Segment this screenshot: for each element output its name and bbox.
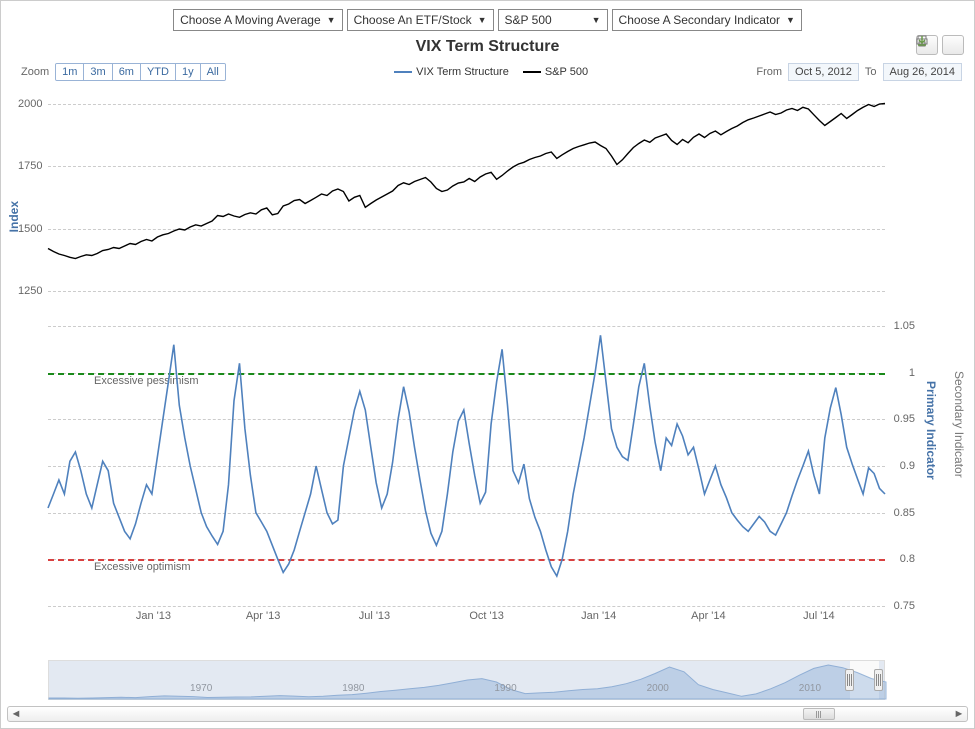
scroll-right-button[interactable]: ► [951,707,967,721]
scrollbar[interactable]: ◄ ► [7,706,968,722]
moving-average-label: Choose A Moving Average [180,13,321,27]
vix-term-structure-line [48,335,885,576]
date-range: From Oct 5, 2012 To Aug 26, 2014 [756,63,962,81]
zoom-label: Zoom [21,66,49,78]
legend-item: VIX Term Structure [394,66,509,78]
etf-stock-label: Choose An ETF/Stock [354,13,472,27]
caret-icon: ▼ [786,15,795,25]
dropdown-bar: Choose A Moving Average ▼ Choose An ETF/S… [9,7,966,35]
y-axis-title-right-primary: Primary Indicator [924,381,938,480]
caret-icon: ▼ [327,15,336,25]
download-icon [916,35,928,47]
nav-handle-right[interactable] [874,669,883,691]
y-tick-bottom: 0.95 [894,413,915,425]
zoom-ytd-button[interactable]: YTD [141,64,176,80]
to-label: To [865,66,877,78]
y-tick-bottom: 0.8 [900,553,915,565]
navigator[interactable]: 19701980199020002010 [48,660,885,700]
scroll-track[interactable] [24,707,951,721]
y-tick-bottom: 1.05 [894,320,915,332]
y-tick-top: 1500 [18,223,42,235]
nav-handle-left[interactable] [845,669,854,691]
x-tick: Oct '13 [469,610,504,622]
zoom-6m-button[interactable]: 6m [113,64,141,80]
caret-icon: ▼ [592,15,601,25]
from-label: From [756,66,782,78]
benchmark-label: S&P 500 [505,13,552,27]
etf-stock-dropdown[interactable]: Choose An ETF/Stock ▼ [347,9,494,31]
zoom-all-button[interactable]: All [201,64,225,80]
from-date-input[interactable]: Oct 5, 2012 [788,63,859,81]
benchmark-dropdown[interactable]: S&P 500 ▼ [498,9,608,31]
controls-row: Zoom 1m3m6mYTD1yAll VIX Term Structure S&… [9,61,966,83]
chart-title: VIX Term Structure [9,35,966,59]
x-tick: Apr '14 [691,610,726,622]
zoom-1y-button[interactable]: 1y [176,64,201,80]
y-tick-top: 1250 [18,285,42,297]
x-tick: Jul '13 [359,610,390,622]
x-tick: Jan '14 [581,610,616,622]
y-tick-bottom: 0.9 [900,460,915,472]
y-tick-bottom: 0.75 [894,600,915,612]
to-date-input[interactable]: Aug 26, 2014 [883,63,962,81]
legend: VIX Term Structure S&P 500 [226,66,757,78]
moving-average-dropdown[interactable]: Choose A Moving Average ▼ [173,9,342,31]
y-tick-bottom: 1 [909,367,915,379]
x-tick: Jul '14 [803,610,834,622]
x-tick: Apr '13 [246,610,281,622]
y-tick-top: 2000 [18,98,42,110]
zoom-3m-button[interactable]: 3m [84,64,112,80]
scroll-thumb[interactable] [803,708,835,720]
y-tick-top: 1750 [18,160,42,172]
chart-container: Choose A Moving Average ▼ Choose An ETF/S… [0,0,975,729]
plot-area: 12501500175020000.750.80.850.90.9511.05E… [48,91,885,606]
download-button[interactable] [942,35,964,55]
title-row: VIX Term Structure [9,35,966,59]
sp500-line [48,104,885,259]
secondary-indicator-label: Choose A Secondary Indicator [619,13,780,27]
zoom-1m-button[interactable]: 1m [56,64,84,80]
x-tick: Jan '13 [136,610,171,622]
y-axis-title-right-secondary: Secondary Indicator [952,371,966,478]
y-tick-bottom: 0.85 [894,507,915,519]
scroll-left-button[interactable]: ◄ [8,707,24,721]
legend-item: S&P 500 [523,66,588,78]
caret-icon: ▼ [478,15,487,25]
zoom-buttons: 1m3m6mYTD1yAll [55,63,226,81]
secondary-indicator-dropdown[interactable]: Choose A Secondary Indicator ▼ [612,9,802,31]
